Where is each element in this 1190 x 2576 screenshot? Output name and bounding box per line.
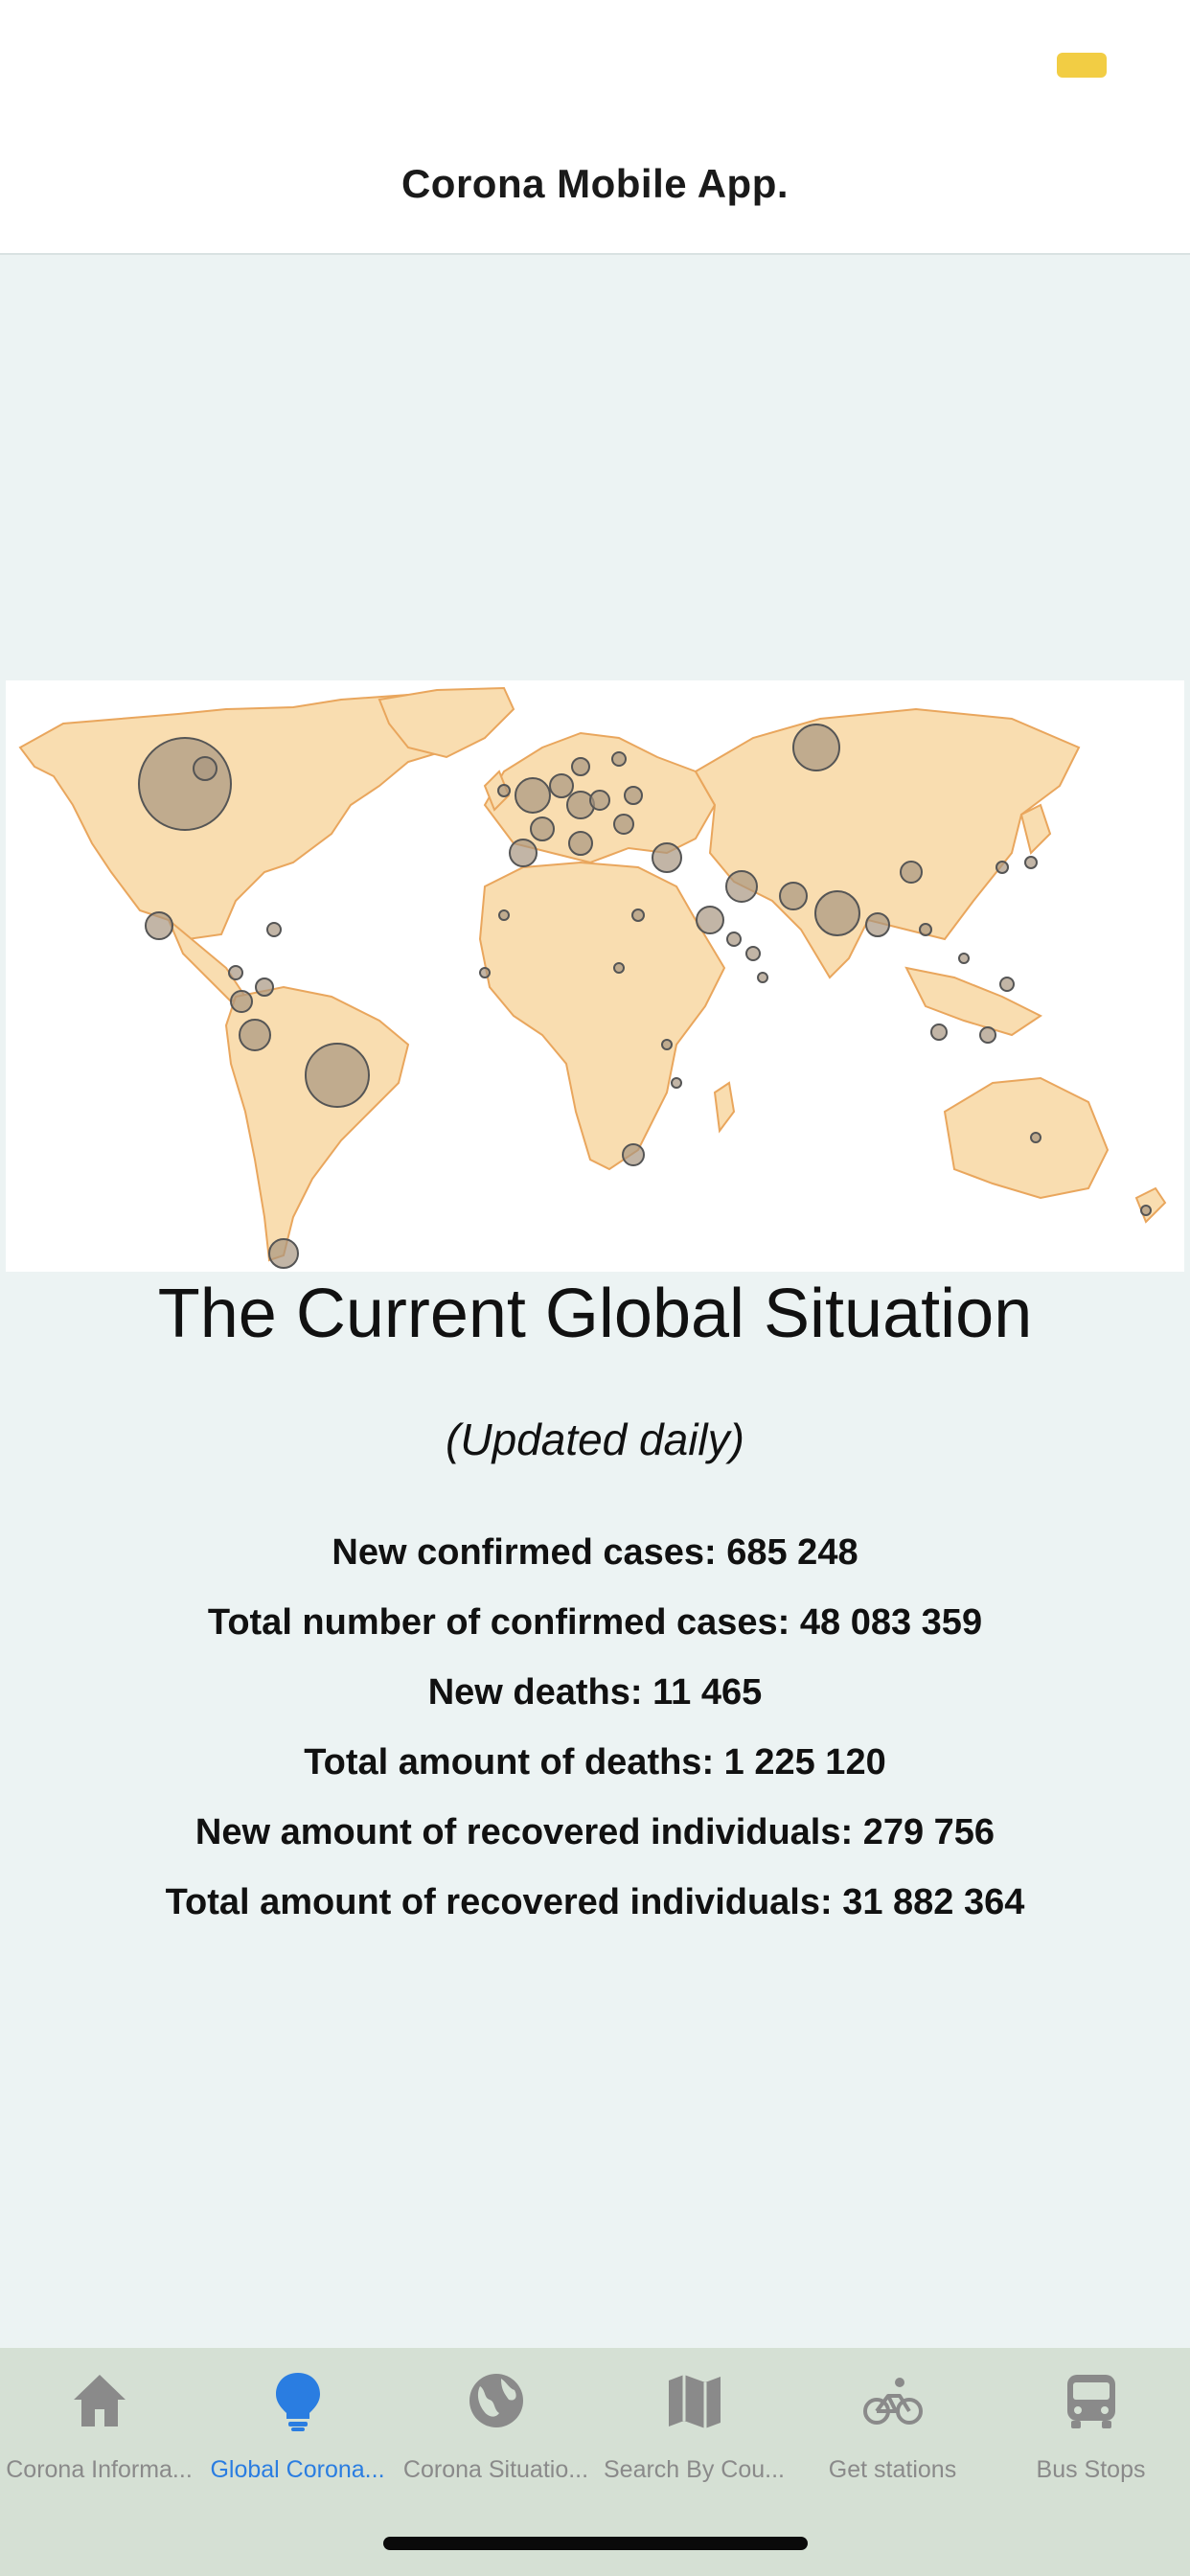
globe-icon [469, 2374, 523, 2427]
tab-label: Global Corona... [210, 2456, 385, 2483]
home-icon [74, 2375, 126, 2426]
case-bubbles [138, 724, 1152, 1269]
page-subtitle: (Updated daily) [446, 1414, 744, 1464]
status-indicator [1057, 53, 1107, 78]
tab-corona-situation[interactable]: Corona Situatio... [397, 2348, 595, 2492]
stat-new-deaths: New deaths: 11 465 [427, 1672, 763, 1713]
tab-corona-information[interactable]: Corona Informa... [0, 2348, 198, 2492]
bicycle-icon [863, 2378, 923, 2425]
stat-total-recovered: Total amount of recovered individuals: 3… [165, 1882, 1025, 1922]
app-header: Corona Mobile App. [0, 0, 1190, 255]
tab-global-corona[interactable]: Global Corona... [198, 2348, 397, 2492]
tab-search-by-country[interactable]: Search By Cou... [595, 2348, 793, 2492]
stat-total-confirmed: Total number of confirmed cases: 48 083 … [207, 1602, 983, 1643]
page-title: The Current Global Situation [157, 1276, 1033, 1352]
world-map-image [18, 686, 1167, 1269]
stats-list: New confirmed cases: 685 248 Total numbe… [0, 1524, 1190, 1944]
stat-total-deaths: Total amount of deaths: 1 225 120 [304, 1742, 886, 1782]
world-map [6, 680, 1184, 1272]
tab-label: Bus Stops [1036, 2456, 1146, 2483]
tab-get-stations[interactable]: Get stations [793, 2348, 992, 2492]
tab-label: Search By Cou... [604, 2456, 785, 2483]
tab-bus-stops[interactable]: Bus Stops [992, 2348, 1190, 2492]
map-icon [669, 2375, 721, 2428]
tab-label: Corona Informa... [6, 2456, 193, 2483]
tab-label: Get stations [828, 2456, 957, 2483]
bus-icon [1067, 2375, 1115, 2428]
stat-new-recovered: New amount of recovered individuals: 279… [195, 1812, 995, 1852]
tab-label: Corona Situatio... [402, 2456, 589, 2483]
lightbulb-icon [276, 2373, 320, 2431]
header-title: Corona Mobile App. [400, 161, 790, 206]
stat-new-confirmed: New confirmed cases: 685 248 [332, 1532, 858, 1573]
land-shapes [18, 686, 1167, 1262]
home-indicator[interactable] [383, 2537, 808, 2550]
